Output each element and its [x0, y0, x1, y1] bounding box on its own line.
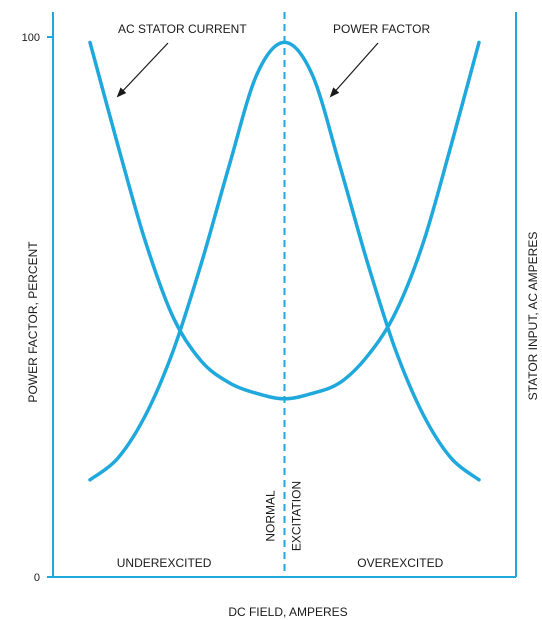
y-ticks: 0 100 — [22, 32, 53, 584]
normal-excitation-label-excitation: EXCITATION — [290, 481, 304, 551]
arrow-ac-stator-current — [116, 42, 169, 98]
region-label-overexcited: OVEREXCITED — [357, 556, 443, 570]
x-axis-label: DC FIELD, AMPERES — [228, 605, 347, 619]
y-tick-label: 0 — [34, 572, 40, 584]
y-tick-label: 100 — [22, 32, 40, 44]
series-line-ac-stator-current — [88, 40, 481, 401]
normal-excitation-label-normal: NORMAL — [264, 490, 278, 542]
annotation-power-factor: POWER FACTOR — [333, 22, 430, 36]
y2-axis-label: STATOR INPUT, AC AMPERES — [526, 232, 540, 401]
curves — [88, 40, 481, 482]
y-axis-label: POWER FACTOR, PERCENT — [26, 241, 40, 403]
region-label-underexcited: UNDEREXCITED — [117, 556, 212, 570]
annotation-ac-stator-current: AC STATOR CURRENT — [118, 22, 247, 36]
series-line-power-factor — [88, 40, 481, 482]
arrow-power-factor — [329, 42, 379, 98]
